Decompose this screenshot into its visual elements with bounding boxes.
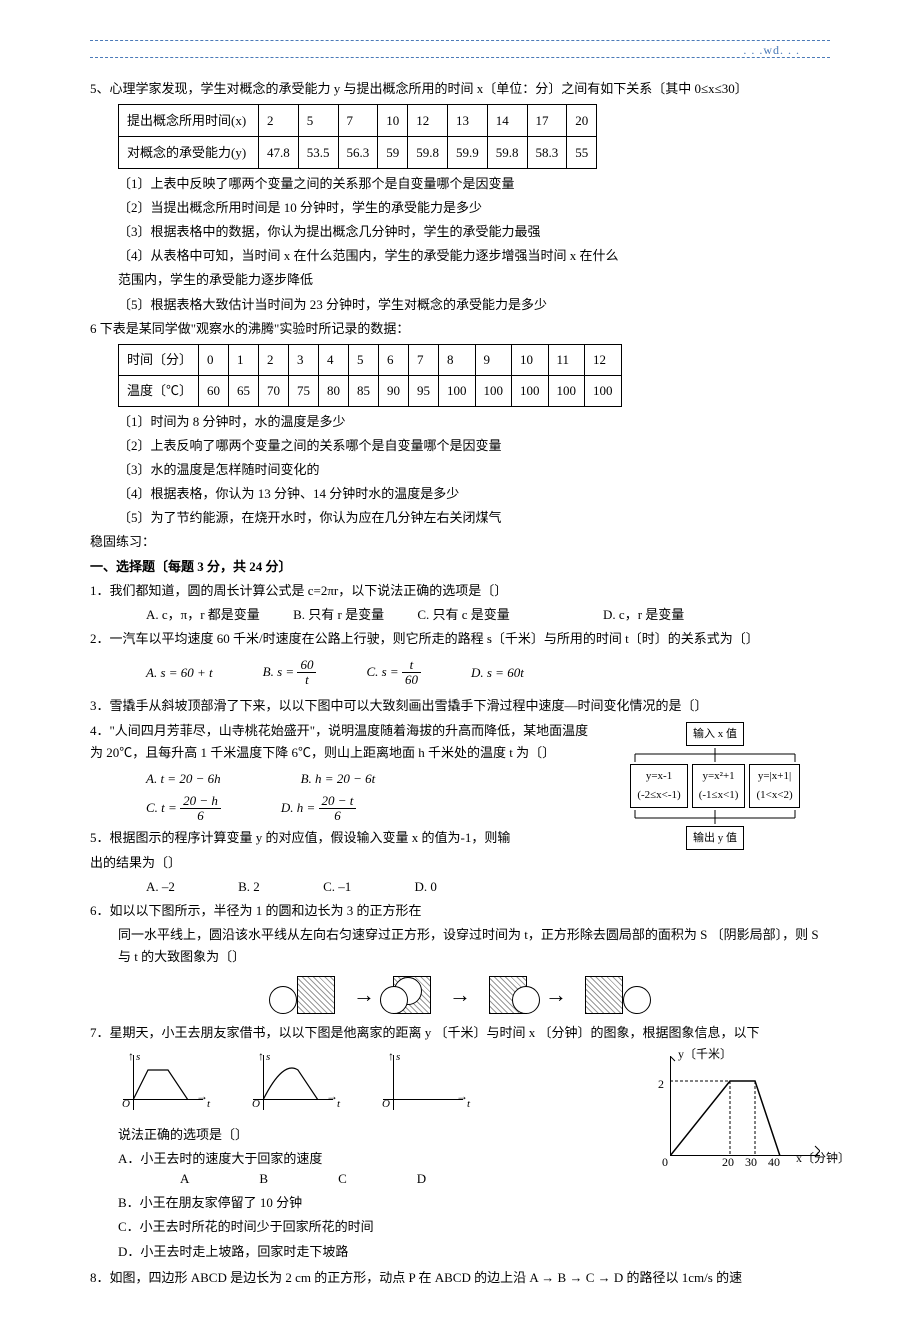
lab-b: B	[259, 1168, 268, 1190]
q6-stem: 6 下表是某同学做"观察水的沸腾"实验时所记录的数据：	[90, 318, 830, 340]
header-bar: . . .wd. . .	[90, 40, 830, 58]
p1-stem: 1．我们都知道，圆的周长计算公式是 c=2πr，以下说法正确的选项是〔〕	[90, 580, 830, 602]
q5-sub-1: 〔1〕上表中反映了哪两个变量之间的关系那个是自变量哪个是因变量	[90, 173, 830, 195]
section-1-title: 一、选择题〔每题 3 分，共 24 分〕	[90, 556, 830, 578]
q6-sub-2: 〔2〕上表反响了哪两个变量之间的关系哪个是自变量哪个是因变量	[90, 435, 830, 457]
flow-3: y=|x+1|(1<x<2)	[749, 764, 799, 807]
p7-c: C．小王去时所花的时间少于回家所花的时间	[90, 1216, 620, 1238]
q5-stem: 5、心理学家发现，学生对概念的承受能力 y 与提出概念所用的时间 x〔单位：分〕…	[90, 78, 830, 100]
p7-subplots: ↑→ stO ↑→ stO ↑→ stO	[90, 1050, 620, 1120]
subplot-a: ↑→ stO	[118, 1050, 208, 1120]
p7-a: A．小王去时的速度大于回家的速度	[90, 1148, 620, 1170]
flow-1: y=x-1(-2≤x<-1)	[630, 764, 687, 807]
p4-c: C. t = 20 − h6	[146, 794, 221, 824]
p5-stem-2: 出的结果为〔〕	[90, 852, 830, 874]
q5-sub-4b: 范围内，学生的承受能力逐步降低	[90, 269, 830, 291]
p5-c: C. –1	[323, 876, 351, 898]
p2-c: C. s = t60	[366, 658, 421, 688]
subplot-b: ↑→ stO	[248, 1050, 338, 1120]
p7-main-chart: y〔千米〕 x〔分钟〕 2 0 20 30 40	[650, 1046, 830, 1176]
q6-sub-3: 〔3〕水的温度是怎样随时间变化的	[90, 459, 830, 481]
p7-b: B．小王在朋友家停留了 10 分钟	[90, 1192, 620, 1214]
q6-r2-label: 温度〔℃〕	[119, 375, 199, 406]
arrow-icon	[545, 976, 567, 1013]
p1-options: A. c，π，r 都是变量 B. 只有 r 是变量 C. 只有 c 是变量 D.…	[90, 604, 830, 626]
p6-diagram	[90, 976, 830, 1014]
lab-c: C	[338, 1168, 347, 1190]
p8-stem: 8．如图，四边形 ABCD 是边长为 2 cm 的正方形，动点 P 在 ABCD…	[90, 1267, 830, 1289]
p4-b: B. h = 20 − 6t	[301, 768, 376, 790]
lab-d: D	[417, 1168, 426, 1190]
p6-stem-2: 同一水平线上，圆沿该水平线从左向右匀速穿过正方形，设穿过时间为 t，正方形除去圆…	[90, 924, 830, 968]
p1-d: D. c，r 是变量	[603, 604, 684, 626]
q5-sub-2: 〔2〕当提出概念所用时间是 10 分钟时，学生的承受能力是多少	[90, 197, 830, 219]
p5-b: B. 2	[238, 876, 260, 898]
q6-sub-4: 〔4〕根据表格，你认为 13 分钟、14 分钟时水的温度是多少	[90, 483, 830, 505]
p1-a: A. c，π，r 都是变量	[146, 604, 260, 626]
p2-a: A. s = 60 + t	[146, 662, 213, 684]
p1-b: B. 只有 r 是变量	[293, 604, 384, 626]
tick-2: 2	[658, 1074, 664, 1094]
tick-0: 0	[662, 1152, 668, 1172]
p6-stem-1: 6．如以以下图所示，半径为 1 的圆和边长为 3 的正方形在	[90, 900, 830, 922]
q5-sub-4: 〔4〕从表格中可知，当时间 x 在什么范围内，学生的承受能力逐步增强当时间 x …	[90, 245, 830, 267]
q5-table: 提出概念所用时间(x) 2 5 7 10 12 13 14 17 20 对概念的…	[118, 104, 597, 169]
q6-table: 时间〔分〕 0123456789101112 温度〔℃〕 60657075808…	[118, 344, 622, 407]
subplot-c: ↑→ stO	[378, 1050, 468, 1120]
flow-2: y=x²+1(-1≤x<1)	[692, 764, 746, 807]
p4-d: D. h = 20 − t6	[281, 794, 357, 824]
p5-a: A. –2	[146, 876, 175, 898]
q5-sub-5: 〔5〕根据表格大致估计当时间为 23 分钟时，学生对概念的承受能力是多少	[90, 294, 830, 316]
p7-d: D．小王去时走上坡路，回家时走下坡路	[90, 1241, 620, 1263]
q6-sub-5: 〔5〕为了节约能源，在烧开水时，你认为应在几分钟左右关闭煤气	[90, 507, 830, 529]
p2-stem: 2．一汽车以平均速度 60 千米/时速度在公路上行驶，则它所走的路程 s〔千米〕…	[90, 628, 830, 650]
p7-stem: 7．星期天，小王去朋友家借书，以以下图是他离家的距离 y 〔千米〕与时间 x 〔…	[90, 1022, 830, 1044]
arrow-icon	[449, 976, 471, 1013]
p5-d: D. 0	[414, 876, 436, 898]
lab-a: A	[180, 1168, 189, 1190]
p2-options: A. s = 60 + t B. s = 60t C. s = t60 D. s…	[90, 658, 830, 688]
q5-r1-label: 提出概念所用时间(x)	[119, 105, 259, 137]
p3-stem: 3．雪撬手从斜坡顶部滑了下来，以以下图中可以大致刻画出雪撬手下滑过程中速度—时间…	[90, 695, 830, 717]
flow-out: 输出 y 值	[686, 826, 744, 851]
consolidation-title: 稳固练习：	[90, 531, 830, 553]
flow-in: 输入 x 值	[686, 722, 744, 747]
subplot-labels: A B C D	[90, 1168, 620, 1190]
arrow-icon	[353, 976, 375, 1013]
p1-c: C. 只有 c 是变量	[417, 604, 509, 626]
p2-d: D. s = 60t	[471, 662, 524, 684]
q5-r2-label: 对概念的承受能力(y)	[119, 137, 259, 169]
header-wd: . . .wd. . .	[743, 40, 800, 60]
p7-line1: 说法正确的选项是〔〕	[90, 1124, 620, 1146]
flowchart: 输入 x 值 y=x-1(-2≤x<-1) y=x²+1(-1≤x<1) y=|…	[600, 720, 830, 853]
q5-sub-3: 〔3〕根据表格中的数据，你认为提出概念几分钟时，学生的承受能力最强	[90, 221, 830, 243]
p2-b: B. s = 60t	[263, 658, 317, 688]
q6-r1-label: 时间〔分〕	[119, 344, 199, 375]
p4-a: A. t = 20 − 6h	[146, 768, 221, 790]
q6-sub-1: 〔1〕时间为 8 分钟时，水的温度是多少	[90, 411, 830, 433]
p5-options: A. –2 B. 2 C. –1 D. 0	[90, 876, 830, 898]
